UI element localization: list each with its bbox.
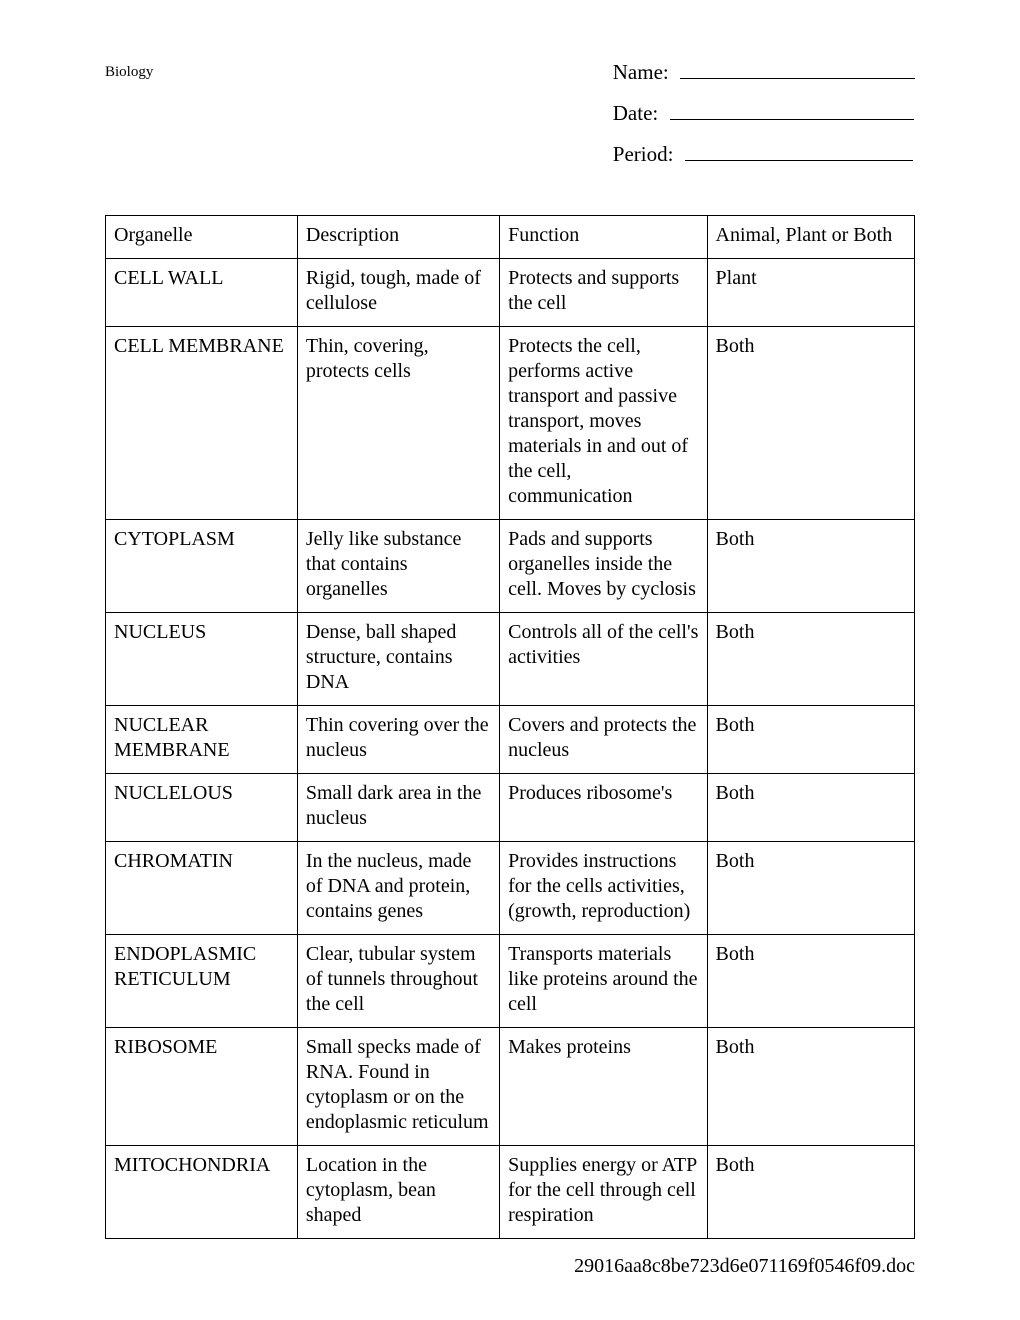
- cell-type: Both: [707, 613, 914, 706]
- organelle-table: Organelle Description Function Animal, P…: [105, 215, 915, 1239]
- cell-type: Both: [707, 327, 914, 520]
- table-row: MITOCHONDRIA Location in the cytoplasm, …: [106, 1146, 915, 1239]
- cell-organelle: CELL WALL: [106, 259, 298, 327]
- cell-type: Both: [707, 706, 914, 774]
- cell-function: Transports materials like proteins aroun…: [500, 935, 707, 1028]
- header-fields: Name: Date: Period:: [613, 60, 915, 183]
- date-blank[interactable]: [670, 102, 914, 120]
- header-cell: Description: [297, 216, 499, 259]
- cell-organelle: CHROMATIN: [106, 842, 298, 935]
- cell-description: Clear, tubular system of tunnels through…: [297, 935, 499, 1028]
- cell-type: Plant: [707, 259, 914, 327]
- table-row: NUCLEAR MEMBRANE Thin covering over the …: [106, 706, 915, 774]
- footer-filename: 29016aa8c8be723d6e071169f0546f09.doc: [574, 1255, 915, 1278]
- table-row: NUCLEUS Dense, ball shaped structure, co…: [106, 613, 915, 706]
- header-cell: Animal, Plant or Both: [707, 216, 914, 259]
- cell-type: Both: [707, 842, 914, 935]
- cell-function: Provides instructions for the cells acti…: [500, 842, 707, 935]
- header-cell: Organelle: [106, 216, 298, 259]
- table-row: NUCLELOUS Small dark area in the nucleus…: [106, 774, 915, 842]
- name-blank[interactable]: [680, 61, 915, 79]
- cell-function: Pads and supports organelles inside the …: [500, 520, 707, 613]
- cell-organelle: CYTOPLASM: [106, 520, 298, 613]
- period-field: Period:: [613, 142, 915, 167]
- page: Biology Name: Date: Period: Orga: [0, 0, 1020, 1320]
- header-row: Biology Name: Date: Period:: [105, 60, 915, 183]
- cell-type: Both: [707, 935, 914, 1028]
- cell-description: Thin, covering, protects cells: [297, 327, 499, 520]
- cell-organelle: CELL MEMBRANE: [106, 327, 298, 520]
- cell-function: Protects and supports the cell: [500, 259, 707, 327]
- date-field: Date:: [613, 101, 915, 126]
- header-cell: Function: [500, 216, 707, 259]
- cell-organelle: NUCLELOUS: [106, 774, 298, 842]
- cell-type: Both: [707, 520, 914, 613]
- cell-description: Rigid, tough, made of cellulose: [297, 259, 499, 327]
- table-row: CELL MEMBRANE Thin, covering, protects c…: [106, 327, 915, 520]
- cell-organelle: ENDOPLASMIC RETICULUM: [106, 935, 298, 1028]
- cell-description: Location in the cytoplasm, bean shaped: [297, 1146, 499, 1239]
- table-row: ENDOPLASMIC RETICULUM Clear, tubular sys…: [106, 935, 915, 1028]
- name-label: Name:: [613, 60, 669, 84]
- cell-organelle: NUCLEUS: [106, 613, 298, 706]
- cell-organelle: MITOCHONDRIA: [106, 1146, 298, 1239]
- table-body: Organelle Description Function Animal, P…: [106, 216, 915, 1239]
- cell-function: Makes proteins: [500, 1028, 707, 1146]
- table-row: CELL WALL Rigid, tough, made of cellulos…: [106, 259, 915, 327]
- table-row: RIBOSOME Small specks made of RNA. Found…: [106, 1028, 915, 1146]
- cell-organelle: NUCLEAR MEMBRANE: [106, 706, 298, 774]
- cell-description: Dense, ball shaped structure, contains D…: [297, 613, 499, 706]
- cell-function: Protects the cell, performs active trans…: [500, 327, 707, 520]
- period-blank[interactable]: [685, 143, 913, 161]
- cell-function: Produces ribosome's: [500, 774, 707, 842]
- cell-function: Supplies energy or ATP for the cell thro…: [500, 1146, 707, 1239]
- cell-description: Jelly like substance that contains organ…: [297, 520, 499, 613]
- cell-function: Controls all of the cell's activities: [500, 613, 707, 706]
- name-field: Name:: [613, 60, 915, 85]
- cell-type: Both: [707, 1028, 914, 1146]
- table-row: CYTOPLASM Jelly like substance that cont…: [106, 520, 915, 613]
- cell-description: Thin covering over the nucleus: [297, 706, 499, 774]
- table-row: CHROMATIN In the nucleus, made of DNA an…: [106, 842, 915, 935]
- table-header-row: Organelle Description Function Animal, P…: [106, 216, 915, 259]
- cell-type: Both: [707, 1146, 914, 1239]
- cell-function: Covers and protects the nucleus: [500, 706, 707, 774]
- cell-description: In the nucleus, made of DNA and protein,…: [297, 842, 499, 935]
- period-label: Period:: [613, 142, 674, 166]
- cell-organelle: RIBOSOME: [106, 1028, 298, 1146]
- subject-label: Biology: [105, 64, 153, 81]
- cell-type: Both: [707, 774, 914, 842]
- cell-description: Small specks made of RNA. Found in cytop…: [297, 1028, 499, 1146]
- date-label: Date:: [613, 101, 658, 125]
- cell-description: Small dark area in the nucleus: [297, 774, 499, 842]
